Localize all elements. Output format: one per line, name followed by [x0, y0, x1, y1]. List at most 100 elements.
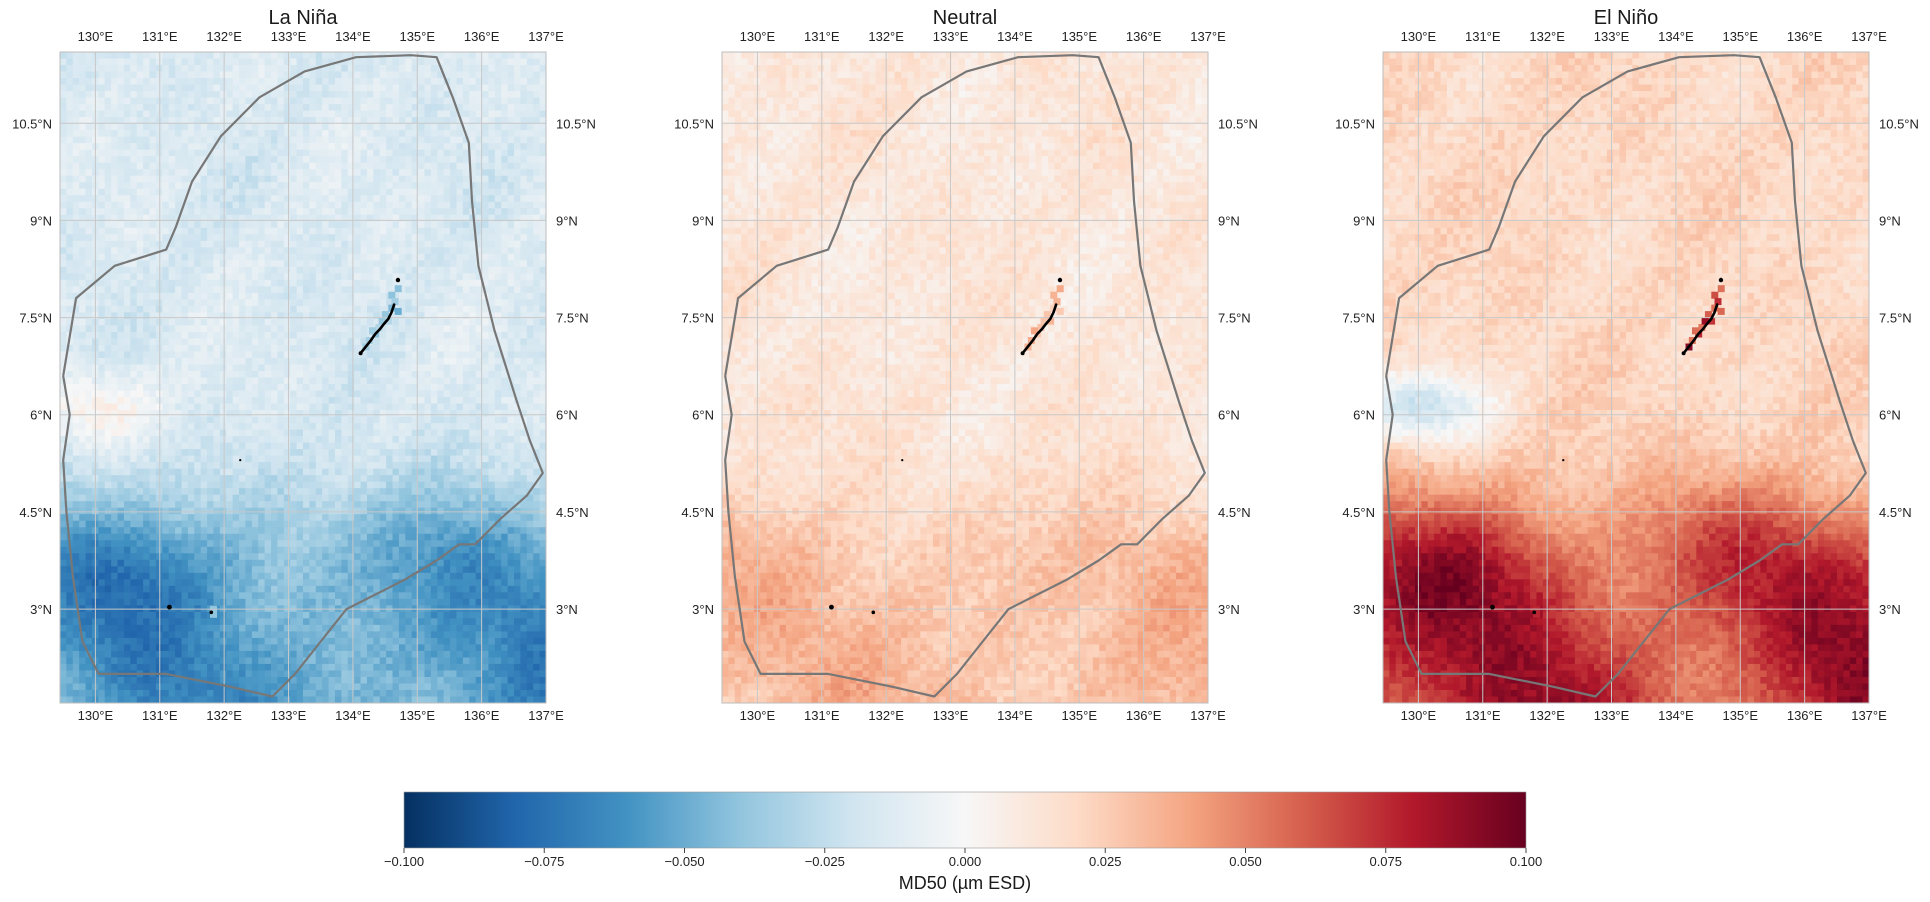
heatmap-cell	[334, 201, 342, 209]
heatmap-cell	[79, 592, 87, 600]
heatmap-cell	[219, 123, 227, 131]
heatmap-cell	[360, 299, 368, 307]
heatmap-cell	[341, 403, 349, 411]
heatmap-cell	[271, 442, 279, 450]
heatmap-cell	[334, 696, 342, 703]
heatmap-cell	[354, 663, 362, 672]
heatmap-cell	[149, 527, 157, 535]
heatmap-cell	[219, 312, 227, 320]
heatmap-cell	[66, 624, 74, 632]
heatmap-cell	[162, 481, 170, 489]
heatmap-cell	[245, 592, 253, 600]
heatmap-cell	[98, 188, 106, 196]
heatmap-cell	[277, 58, 285, 66]
heatmap-cell	[123, 644, 131, 652]
heatmap-cell	[347, 331, 355, 340]
heatmap-cell	[360, 475, 368, 483]
heatmap-cell	[194, 397, 202, 405]
heatmap-cell	[79, 436, 87, 444]
heatmap-cell	[104, 240, 112, 248]
heatmap-cell	[258, 540, 266, 548]
heatmap-cell	[98, 91, 106, 99]
heatmap-cell	[296, 696, 304, 703]
heatmap-cell	[341, 292, 349, 300]
heatmap-cell	[341, 533, 349, 541]
heatmap-cell	[296, 546, 304, 554]
heatmap-cell	[232, 572, 240, 580]
heatmap-cell	[200, 156, 208, 164]
heatmap-cell	[271, 234, 279, 242]
heatmap-cell	[79, 279, 87, 287]
heatmap-cell	[277, 130, 285, 138]
heatmap-cell	[162, 253, 170, 261]
heatmap-cell	[309, 123, 317, 131]
heatmap-cell	[232, 104, 240, 112]
heatmap-cell	[207, 292, 215, 300]
heatmap-cell	[354, 670, 362, 678]
heatmap-cell	[347, 611, 355, 619]
heatmap-cell	[111, 397, 119, 405]
heatmap-cell	[130, 247, 138, 255]
heatmap-cell	[200, 481, 208, 489]
heatmap-cell	[168, 188, 176, 196]
heatmap-cell	[360, 169, 368, 177]
heatmap-cell	[245, 455, 253, 463]
heatmap-cell	[123, 52, 131, 60]
heatmap-cell	[98, 546, 106, 554]
heatmap-cell	[60, 253, 67, 261]
heatmap-cell	[347, 65, 355, 73]
heatmap-cell	[85, 201, 93, 209]
heatmap-cell	[143, 520, 151, 528]
heatmap-cell	[149, 240, 157, 248]
heatmap-cell	[168, 481, 176, 489]
heatmap-cell	[60, 650, 67, 659]
heatmap-cell	[366, 481, 374, 489]
heatmap-cell	[360, 260, 368, 268]
heatmap-cell	[213, 292, 221, 300]
heatmap-cell	[322, 507, 330, 515]
heatmap-cell	[79, 156, 87, 164]
heatmap-cell	[245, 188, 253, 196]
heatmap-cell	[117, 286, 125, 294]
heatmap-cell	[322, 208, 330, 216]
heatmap-cell	[360, 286, 368, 294]
heatmap-cell	[175, 279, 183, 287]
heatmap-cell	[328, 325, 336, 333]
heatmap-cell	[315, 670, 323, 678]
heatmap-cell	[181, 501, 189, 509]
heatmap-cell	[328, 104, 336, 112]
heatmap-cell	[85, 123, 93, 131]
heatmap-cell	[104, 58, 112, 66]
heatmap-cell	[168, 117, 176, 125]
heatmap-cell	[354, 370, 362, 379]
heatmap-cell	[104, 299, 112, 307]
heatmap-cell	[290, 370, 298, 379]
heatmap-cell	[104, 253, 112, 261]
heatmap-cell	[239, 442, 247, 450]
heatmap-cell	[194, 416, 202, 424]
heatmap-cell	[283, 351, 291, 359]
heatmap-cell	[200, 670, 208, 678]
heatmap-cell	[245, 572, 253, 580]
heatmap-cell	[168, 546, 176, 554]
heatmap-cell	[347, 175, 355, 183]
heatmap-cell	[309, 253, 317, 261]
heatmap-cell	[373, 162, 381, 170]
heatmap-cell	[251, 58, 259, 66]
heatmap-cell	[277, 494, 285, 502]
heatmap-cell	[123, 403, 131, 411]
heatmap-cell	[328, 566, 336, 574]
heatmap-cell	[149, 351, 157, 359]
heatmap-cell	[130, 455, 138, 463]
heatmap-cell	[200, 566, 208, 574]
heatmap-cell	[143, 533, 151, 541]
heatmap-cell	[111, 188, 119, 196]
heatmap-cell	[136, 91, 144, 99]
heatmap-cell	[283, 143, 291, 151]
heatmap-cell	[245, 175, 253, 183]
heatmap-cell	[207, 370, 215, 379]
heatmap-cell	[239, 644, 247, 652]
heatmap-cell	[322, 325, 330, 333]
heatmap-cell	[354, 286, 362, 294]
heatmap-cell	[245, 527, 253, 535]
